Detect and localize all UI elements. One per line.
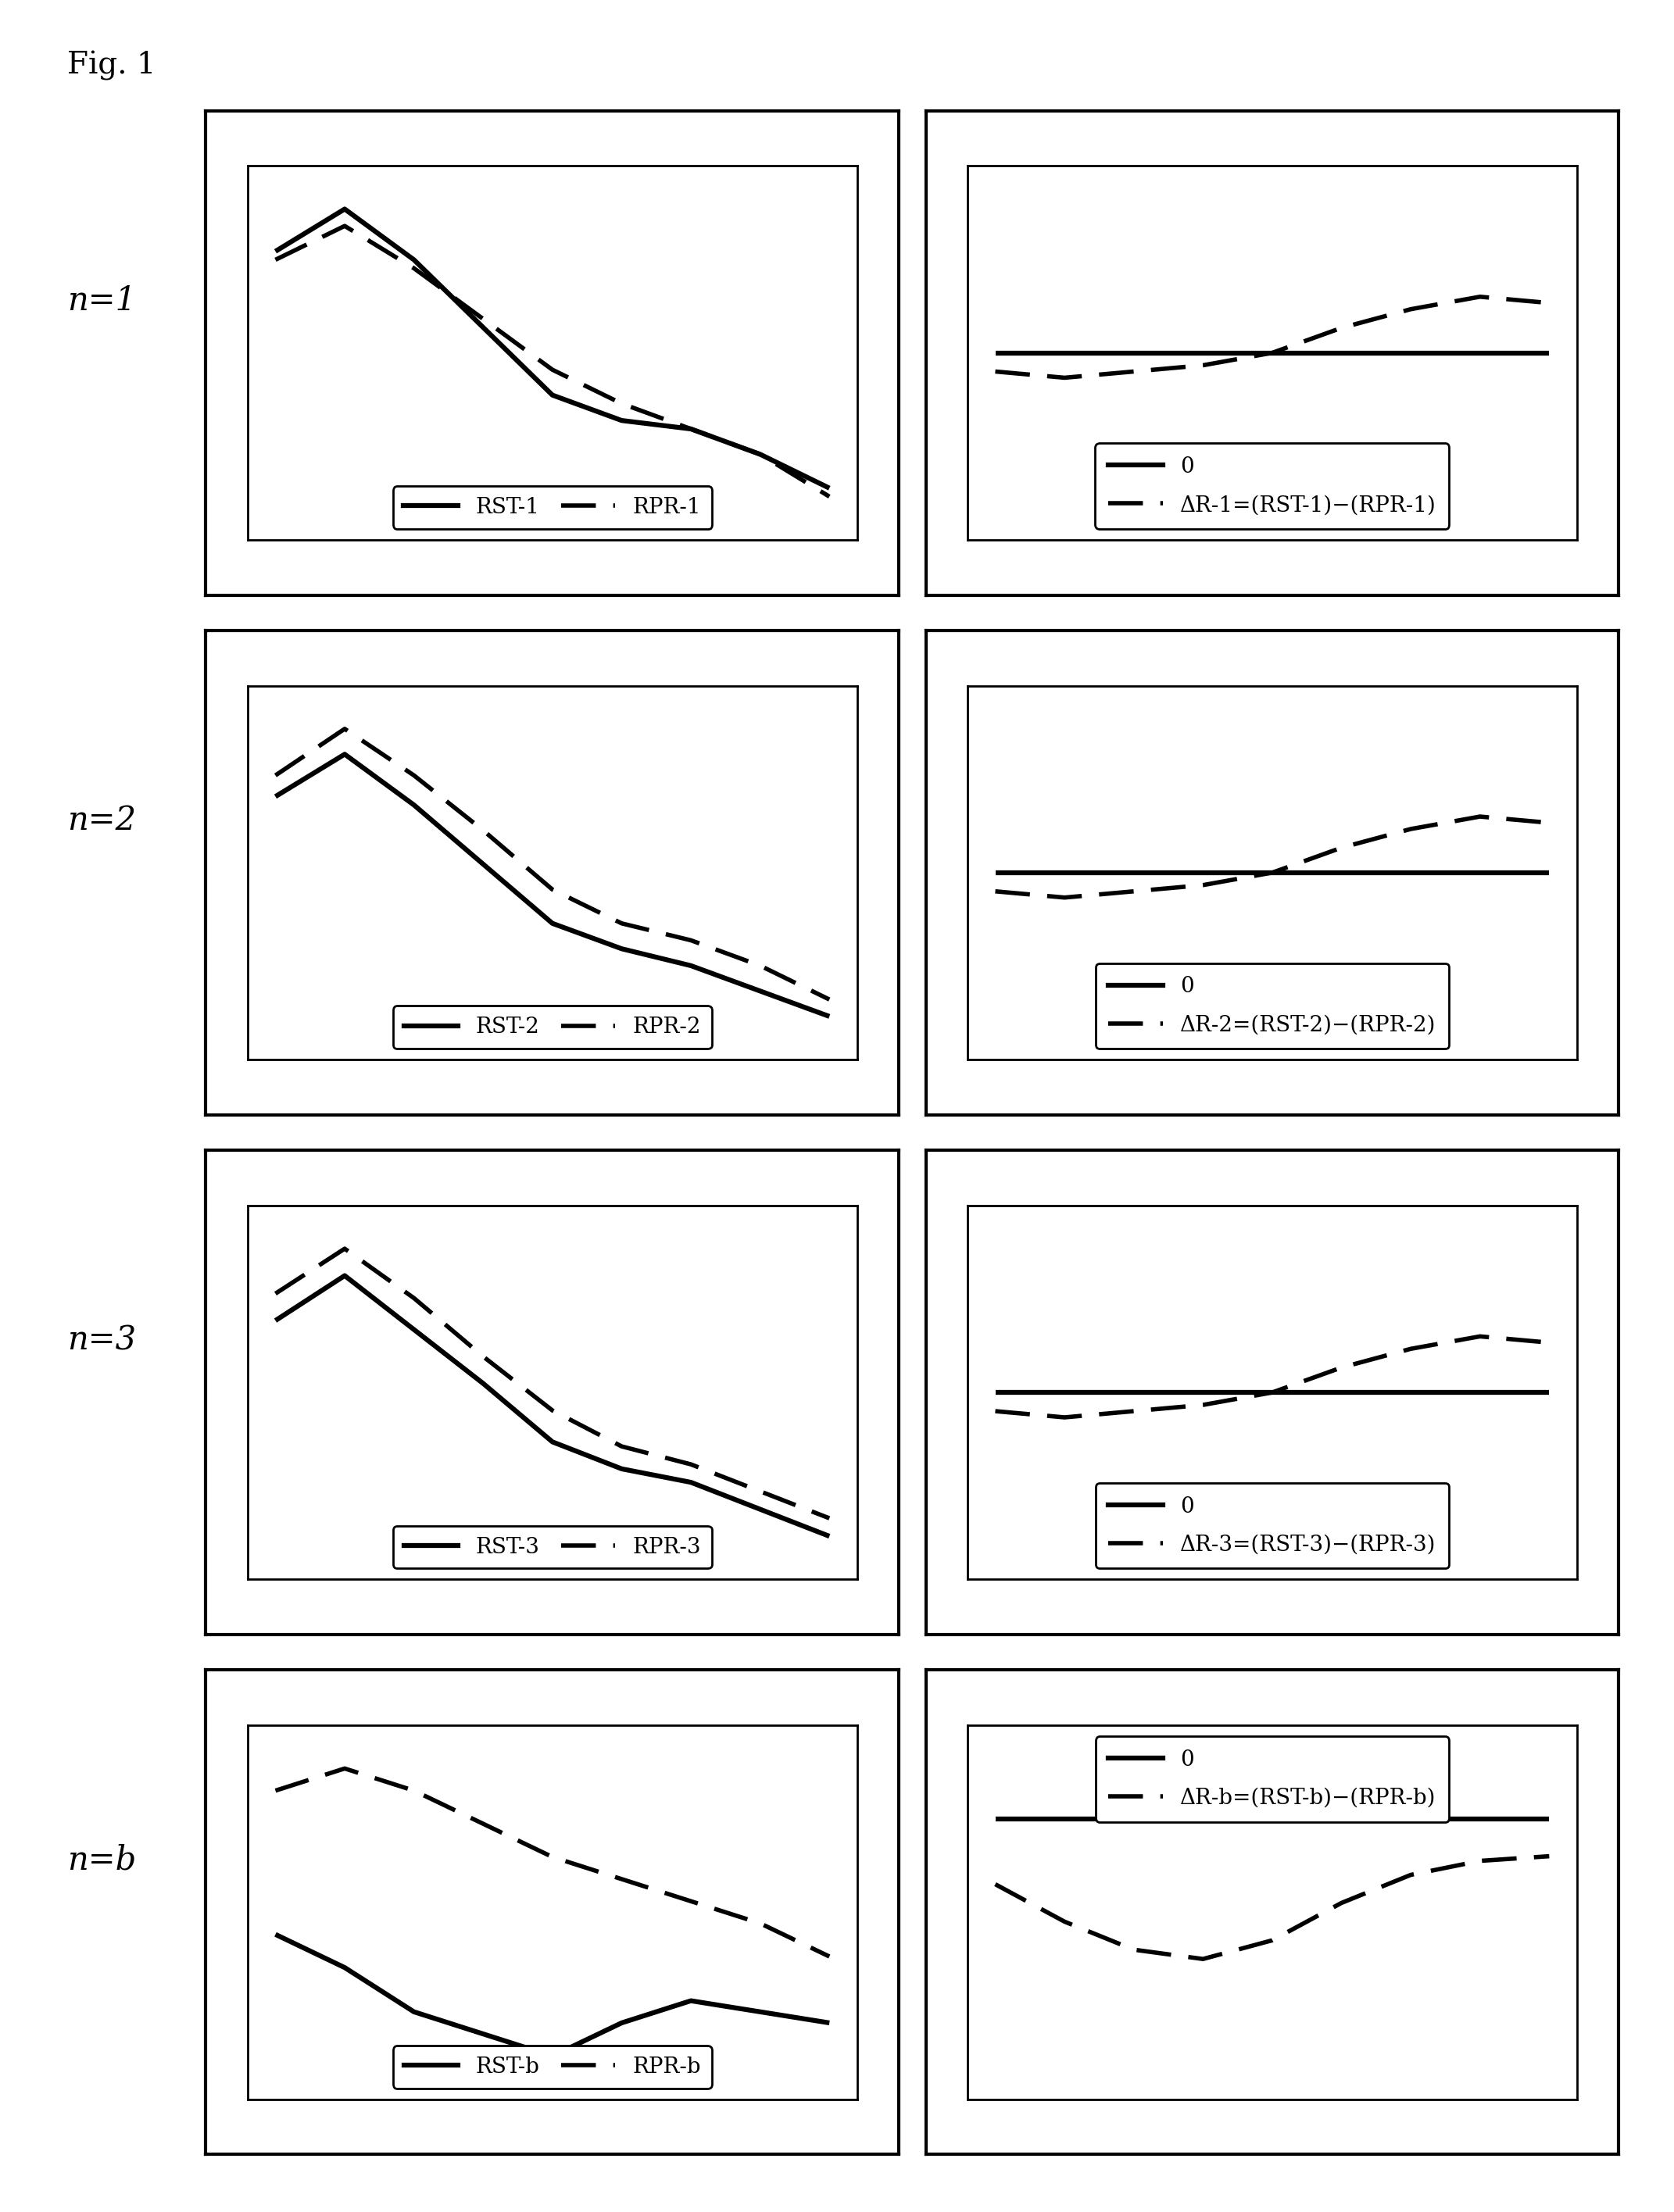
Text: n=1: n=1 [67, 285, 136, 316]
Legend: RST-3, RPR-3: RST-3, RPR-3 [393, 1526, 711, 1568]
Legend: 0, ΔR-3=(RST-3)−(RPR-3): 0, ΔR-3=(RST-3)−(RPR-3) [1095, 1482, 1450, 1568]
Legend: RST-b, RPR-b: RST-b, RPR-b [393, 2046, 711, 2088]
Legend: 0, ΔR-2=(RST-2)−(RPR-2): 0, ΔR-2=(RST-2)−(RPR-2) [1095, 962, 1450, 1048]
Text: n=b: n=b [67, 1845, 136, 1876]
Text: n=3: n=3 [67, 1325, 136, 1356]
Legend: RST-2, RPR-2: RST-2, RPR-2 [393, 1006, 711, 1048]
Legend: 0, ΔR-b=(RST-b)−(RPR-b): 0, ΔR-b=(RST-b)−(RPR-b) [1095, 1736, 1450, 1823]
Text: Fig. 1: Fig. 1 [67, 51, 156, 80]
Legend: RST-1, RPR-1: RST-1, RPR-1 [393, 487, 711, 529]
Text: n=2: n=2 [67, 805, 136, 836]
Legend: 0, ΔR-1=(RST-1)−(RPR-1): 0, ΔR-1=(RST-1)−(RPR-1) [1095, 442, 1450, 529]
